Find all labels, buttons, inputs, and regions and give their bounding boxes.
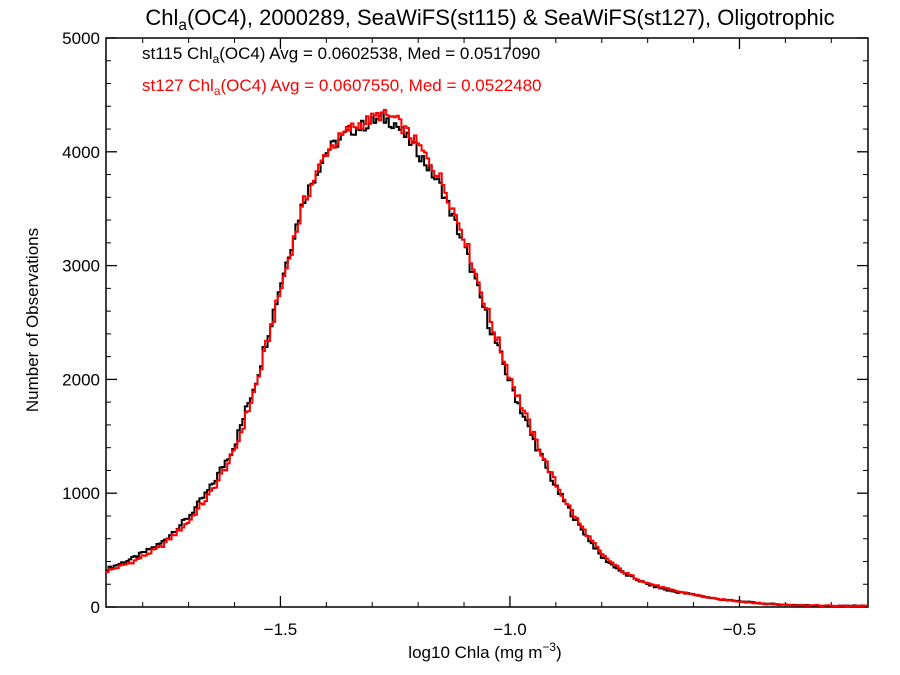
x-axis-label-close: ) (556, 643, 562, 662)
x-axis-label-superscript: −3 (542, 640, 556, 654)
series-line-0 (106, 111, 868, 608)
y-tick-label: 0 (91, 598, 100, 617)
legend-st127-suffix: (OC4) Avg = 0.0607550, Med = 0.0522480 (220, 76, 541, 95)
series-layer (106, 108, 868, 608)
legend: st115 Chla(OC4) Avg = 0.0602538, Med = 0… (142, 44, 542, 98)
x-axis-ticks: −1.5 −1.0 −0.5 (142, 38, 832, 639)
x-tick-label: −0.5 (723, 620, 757, 639)
x-tick-label: −1.0 (493, 620, 527, 639)
legend-st115-suffix: (OC4) Avg = 0.0602538, Med = 0.0517090 (219, 44, 540, 63)
legend-entry-st115: st115 Chla(OC4) Avg = 0.0602538, Med = 0… (142, 44, 540, 66)
y-tick-label: 1000 (62, 484, 100, 503)
legend-entry-st127: st127 Chla(OC4) Avg = 0.0607550, Med = 0… (142, 76, 542, 98)
chart-title: Chla(OC4), 2000289, SeaWiFS(st115) & Sea… (145, 5, 834, 34)
plot-frame (105, 37, 869, 608)
y-tick-label: 4000 (62, 143, 100, 162)
x-tick-label: −1.5 (264, 620, 298, 639)
legend-st115-prefix: st115 Chl (142, 44, 213, 63)
chart-title-prefix: Chl (145, 5, 178, 30)
y-tick-label: 3000 (62, 257, 100, 276)
x-axis-label-main: log10 Chla (mg m (408, 643, 542, 662)
x-axis-label: log10 Chla (mg m−3) (408, 640, 561, 662)
chart-title-subscript: a (178, 17, 187, 34)
y-tick-label: 2000 (62, 370, 100, 389)
y-tick-label: 5000 (62, 29, 100, 48)
legend-st127-prefix: st127 Chl (142, 76, 214, 95)
y-axis-ticks: 0 1000 2000 3000 4000 5000 (62, 29, 868, 617)
legend-st127-subscript: a (214, 84, 221, 98)
series-line-1 (106, 108, 868, 608)
y-axis-label: Number of Observations (23, 228, 42, 412)
plot-area: 0 1000 2000 3000 4000 5000 −1.5 −1.0 −0.5 (62, 29, 869, 639)
legend-st115-subscript: a (213, 52, 220, 66)
chart-title-suffix: (OC4), 2000289, SeaWiFS(st115) & SeaWiFS… (187, 5, 835, 30)
